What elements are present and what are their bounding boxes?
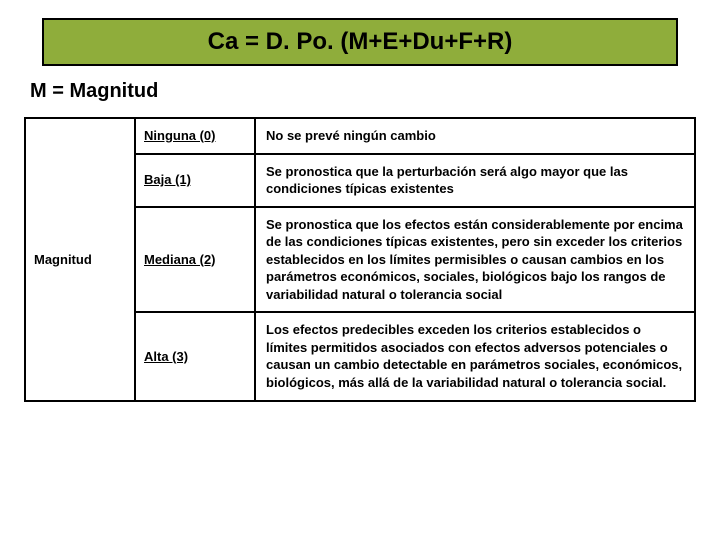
subtitle: M = Magnitud [30,80,696,103]
level-cell: Ninguna (0) [135,118,255,154]
formula-text: Ca = D. Po. (M+E+Du+F+R) [208,28,513,55]
magnitud-table: Magnitud Ninguna (0) No se prevé ningún … [24,117,696,402]
desc-cell: Se pronostica que los efectos están cons… [255,207,695,313]
formula-banner: Ca = D. Po. (M+E+Du+F+R) [42,18,678,66]
desc-cell: Los efectos predecibles exceden los crit… [255,312,695,400]
category-cell: Magnitud [25,118,135,401]
level-cell: Baja (1) [135,154,255,207]
desc-cell: No se prevé ningún cambio [255,118,695,154]
desc-cell: Se pronostica que la perturbación será a… [255,154,695,207]
level-cell: Alta (3) [135,312,255,400]
table-row: Magnitud Ninguna (0) No se prevé ningún … [25,118,695,154]
level-cell: Mediana (2) [135,207,255,313]
